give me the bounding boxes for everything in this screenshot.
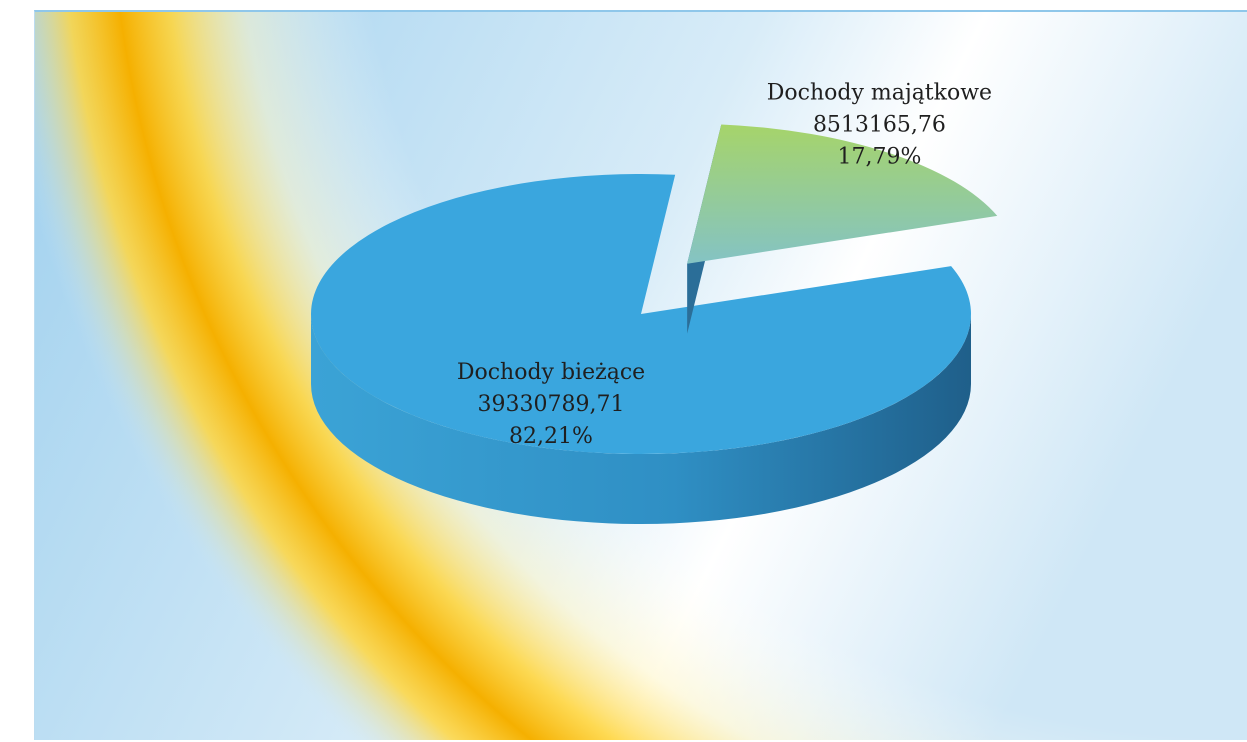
data-label-dochody-majatkowe: Dochody majątkowe 8513165,76 17,79% xyxy=(767,80,992,169)
slice-label-value: 39330789,71 xyxy=(478,392,625,417)
data-label-dochody-biezace: Dochody bieżące 39330789,71 82,21% xyxy=(457,360,645,449)
pie-slice-side xyxy=(311,314,971,524)
pie-slice-dochody-majatkowe xyxy=(687,124,998,334)
chart-area: Dochody bieżące 39330789,71 82,21% Dochody … xyxy=(34,10,1247,740)
pie-slice-dochody-biezace xyxy=(311,174,971,524)
slice-label-percent: 17,79% xyxy=(837,144,921,169)
slice-label-name: Dochody majątkowe xyxy=(767,80,992,105)
slice-label-percent: 82,21% xyxy=(509,424,593,449)
slice-label-name: Dochody bieżące xyxy=(457,360,645,385)
pie-slice-top xyxy=(311,174,971,455)
slice-label-value: 8513165,76 xyxy=(813,112,946,137)
pie-chart: Dochody bieżące 39330789,71 82,21%Dochody … xyxy=(35,12,1247,740)
pie-slice-top xyxy=(687,124,998,264)
